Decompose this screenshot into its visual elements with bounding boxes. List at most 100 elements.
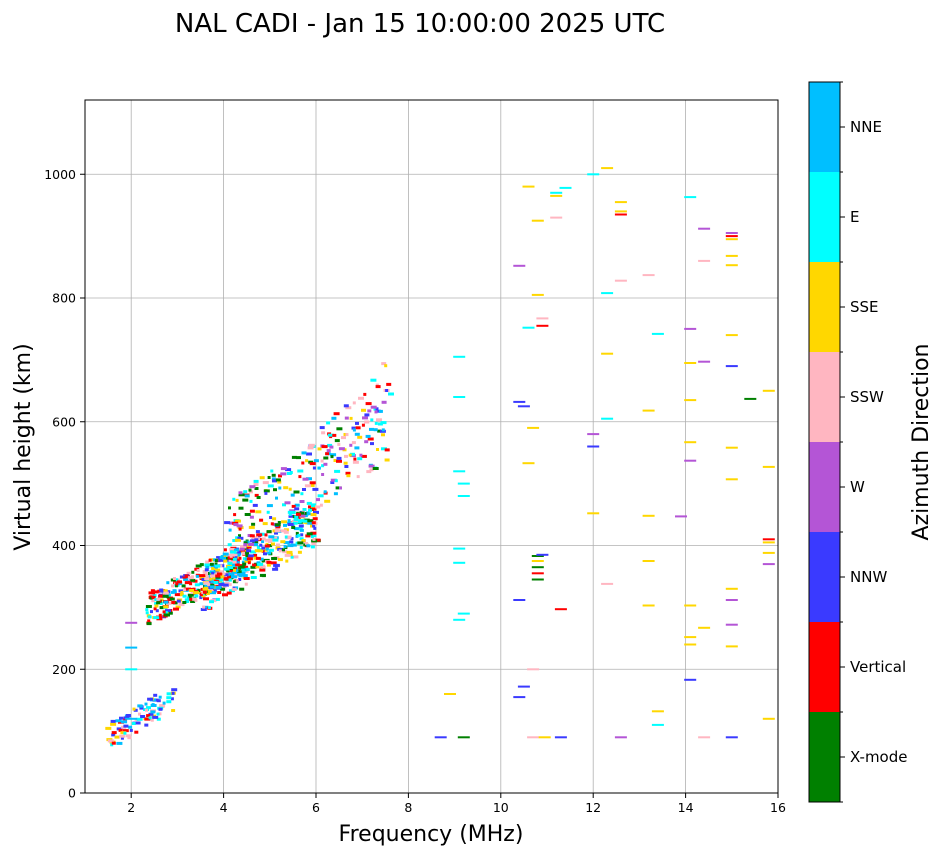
data-point [267, 551, 272, 555]
data-point [272, 567, 279, 571]
data-point [378, 409, 383, 413]
data-point [278, 486, 282, 490]
data-point [361, 408, 366, 412]
data-point [355, 421, 359, 425]
data-point [158, 707, 163, 711]
data-point [531, 572, 544, 575]
data-point [370, 405, 377, 409]
data-point [381, 433, 385, 437]
data-point [162, 591, 169, 595]
data-point [210, 580, 214, 584]
data-point [119, 734, 126, 738]
data-point [131, 722, 136, 725]
data-point [204, 568, 209, 572]
data-point [205, 565, 210, 569]
data-point [306, 532, 313, 536]
colorbar-tick-label: SSE [850, 298, 879, 316]
data-point [513, 400, 526, 403]
data-point [346, 474, 351, 478]
data-point [684, 327, 697, 330]
data-point [205, 560, 210, 564]
data-point [338, 447, 345, 451]
data-point [152, 590, 159, 594]
data-point [251, 522, 256, 526]
data-point [138, 712, 141, 716]
data-point [238, 578, 242, 581]
data-point [366, 470, 372, 474]
data-point [257, 562, 264, 566]
data-point [297, 533, 301, 537]
colorbar-segment [809, 82, 840, 172]
data-point [266, 504, 273, 508]
data-point [249, 539, 255, 543]
data-point [301, 451, 307, 455]
data-point [725, 238, 738, 241]
data-point [280, 540, 286, 544]
data-point [207, 606, 211, 610]
data-point [262, 522, 268, 526]
data-point [293, 518, 299, 521]
data-point [229, 554, 233, 558]
data-point [297, 541, 304, 545]
data-point [370, 418, 374, 422]
data-point [166, 696, 172, 700]
data-point [725, 587, 738, 590]
data-point [201, 594, 206, 598]
data-point [302, 519, 308, 523]
data-point [301, 539, 306, 542]
data-point [375, 407, 379, 411]
data-point [355, 426, 361, 430]
data-point [283, 545, 287, 548]
data-point [457, 736, 470, 739]
data-point [239, 547, 245, 551]
colorbar-segment [809, 622, 840, 712]
data-point [216, 556, 221, 560]
data-point [151, 703, 155, 707]
data-point [369, 468, 374, 472]
data-point [587, 433, 600, 436]
data-point [167, 598, 172, 602]
data-point [698, 626, 711, 629]
data-point [284, 535, 288, 539]
data-point [125, 714, 131, 717]
data-point [250, 576, 257, 579]
data-point [372, 467, 379, 470]
data-point [147, 697, 154, 701]
data-point [209, 585, 215, 589]
data-point [184, 574, 189, 578]
data-point [163, 600, 169, 604]
colorbar-segment [809, 262, 840, 352]
data-point [265, 547, 269, 551]
data-point [194, 594, 199, 598]
data-point [171, 601, 176, 604]
data-point [538, 736, 551, 739]
data-point [125, 734, 131, 738]
data-point [313, 534, 317, 538]
data-point [291, 526, 296, 529]
data-point [148, 715, 155, 719]
data-point [175, 578, 179, 582]
data-point [229, 521, 234, 525]
data-point [264, 538, 271, 542]
data-point [232, 539, 238, 542]
data-point [271, 473, 276, 477]
data-point [244, 494, 250, 498]
data-point [133, 708, 138, 712]
data-point [235, 566, 240, 570]
data-point [554, 736, 567, 739]
data-point [531, 219, 544, 222]
data-point [316, 498, 320, 502]
data-point [213, 581, 219, 584]
data-point [306, 544, 311, 548]
data-point [253, 483, 259, 486]
data-point [236, 561, 240, 565]
data-point [255, 510, 262, 514]
data-point [120, 736, 124, 740]
data-point [336, 459, 342, 463]
data-point [531, 293, 544, 296]
data-point [197, 589, 201, 593]
data-point [299, 545, 303, 549]
data-point [306, 512, 311, 516]
data-point [204, 577, 210, 581]
data-point [129, 728, 133, 732]
